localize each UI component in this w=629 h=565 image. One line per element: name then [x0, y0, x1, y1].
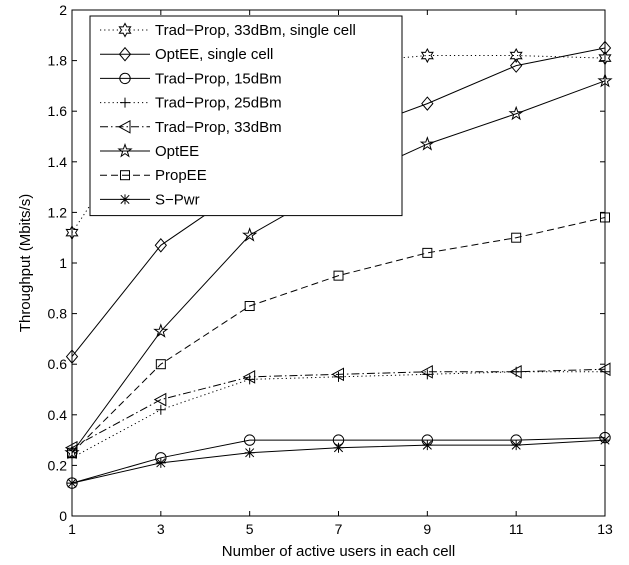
- x-tick-label: 3: [157, 521, 165, 537]
- data-point: [155, 404, 166, 415]
- series-3: [66, 431, 611, 489]
- data-point: [244, 301, 255, 312]
- data-point: [422, 247, 433, 258]
- data-point: [154, 238, 167, 253]
- data-point: [333, 371, 344, 382]
- data-point: [333, 270, 344, 281]
- data-point: [153, 323, 169, 338]
- legend-entry: PropEE: [100, 167, 207, 184]
- legend-label: OptEE: [155, 143, 199, 160]
- x-tick-label: 1: [68, 521, 76, 537]
- y-tick-label: 1.2: [48, 204, 68, 220]
- y-tick-label: 1.4: [48, 154, 68, 170]
- y-tick-label: 0.2: [48, 457, 68, 473]
- legend-label: Trad−Prop, 15dBm: [155, 70, 282, 87]
- legend-label: Trad−Prop, 33dBm: [155, 119, 282, 136]
- y-tick-label: 1: [59, 255, 67, 271]
- legend: Trad−Prop, 33dBm, single cell OptEE, sing…: [89, 15, 403, 217]
- data-point: [511, 440, 522, 451]
- series-line-3: [71, 437, 606, 484]
- data-point: [333, 442, 344, 453]
- x-tick-label: 7: [335, 521, 343, 537]
- data-point: [244, 447, 255, 458]
- y-tick-label: 2: [59, 2, 67, 18]
- legend-entry: Trad−Prop, 15dBm: [100, 70, 282, 87]
- legend-box: [89, 15, 403, 217]
- data-point: [421, 96, 434, 111]
- data-point: [155, 457, 166, 468]
- data-point: [420, 47, 434, 64]
- legend-marker: [117, 142, 133, 158]
- data-point: [420, 364, 433, 379]
- y-tick-label: 1.8: [48, 53, 68, 69]
- data-point: [509, 47, 523, 64]
- x-tick-label: 5: [246, 521, 254, 537]
- data-point: [509, 364, 522, 379]
- legend-label: OptEE, single cell: [155, 46, 273, 63]
- legend-marker: [120, 170, 130, 181]
- series-7: [67, 212, 610, 458]
- legend-entry: Trad−Prop, 25dBm: [100, 95, 282, 112]
- x-tick-label: 9: [423, 521, 431, 537]
- legend-entry: OptEE: [100, 142, 199, 160]
- data-point: [243, 434, 256, 446]
- y-tick-label: 0.4: [48, 407, 68, 423]
- legend-marker: [118, 22, 132, 38]
- data-point: [508, 105, 524, 121]
- legend-label: Trad−Prop, 33dBm, single cell: [155, 22, 356, 39]
- legend-entry: Trad−Prop, 33dBm: [100, 119, 282, 136]
- legend-entry: S−Pwr: [100, 191, 200, 208]
- data-point: [511, 232, 522, 243]
- data-point: [244, 374, 255, 385]
- data-point: [242, 370, 256, 384]
- y-tick-label: 0.6: [48, 356, 68, 372]
- series-line-7: [71, 216, 606, 454]
- data-point: [422, 369, 433, 380]
- data-point: [510, 58, 523, 73]
- y-tick-label: 0.8: [48, 306, 68, 322]
- data-point: [422, 440, 433, 451]
- series-line-5: [71, 368, 606, 449]
- legend-marker: [119, 72, 131, 85]
- legend-entry: OptEE, single cell: [100, 46, 273, 63]
- y-tick-label: 1.6: [48, 103, 68, 119]
- y-axis-label: Throughput (Mbits/s): [17, 194, 34, 332]
- data-point: [155, 359, 166, 370]
- legend-label: S−Pwr: [155, 191, 200, 208]
- legend-marker: [117, 119, 131, 134]
- data-point: [153, 392, 167, 407]
- x-tick-label: 13: [597, 521, 613, 537]
- data-point: [242, 227, 258, 242]
- legend-entry: Trad−Prop, 33dBm, single cell: [100, 22, 356, 39]
- legend-marker: [120, 194, 130, 205]
- legend-label: PropEE: [155, 167, 207, 184]
- y-tick-label: 0: [59, 508, 67, 524]
- legend-marker: [118, 46, 132, 62]
- legend-label: Trad−Prop, 25dBm: [155, 95, 282, 112]
- legend-marker: [120, 97, 130, 108]
- data-point: [419, 136, 435, 151]
- x-axis-label: Number of active users in each cell: [222, 543, 455, 560]
- data-point: [331, 367, 344, 382]
- x-tick-label: 11: [509, 521, 524, 537]
